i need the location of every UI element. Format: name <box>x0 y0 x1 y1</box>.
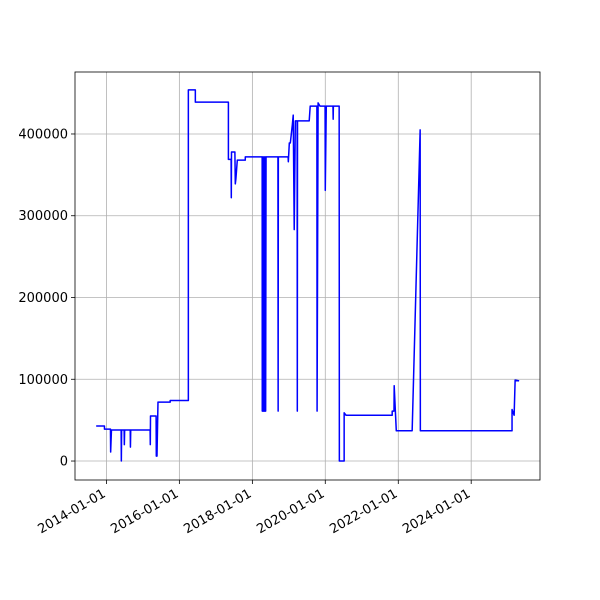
y-tick-label: 100000 <box>18 373 68 388</box>
y-tick-label: 0 <box>60 455 68 470</box>
data-line <box>96 89 520 462</box>
y-tick-label: 200000 <box>18 291 68 306</box>
y-tick-label: 300000 <box>18 209 68 224</box>
y-tick-label: 400000 <box>18 127 68 142</box>
plot-frame <box>74 71 541 481</box>
